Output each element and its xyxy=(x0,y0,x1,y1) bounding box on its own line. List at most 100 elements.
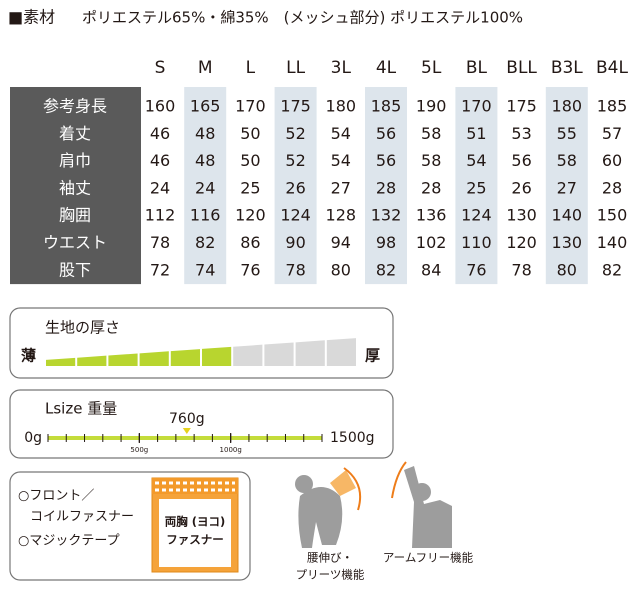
column-header: L xyxy=(246,58,256,78)
cell: 170 xyxy=(461,97,492,116)
label-column xyxy=(10,87,141,285)
column-header: 5L xyxy=(421,58,442,78)
cell: 26 xyxy=(285,178,305,197)
cell: 175 xyxy=(280,97,311,116)
icon-body xyxy=(298,487,343,548)
pocket-label-bg xyxy=(159,499,231,567)
cell: 58 xyxy=(421,124,441,143)
cell: 58 xyxy=(421,151,441,170)
pocket-illustration xyxy=(151,477,239,573)
tick-label: 1000g xyxy=(220,446,242,454)
cell: 120 xyxy=(506,233,537,252)
cell: 52 xyxy=(285,151,305,170)
row-label: 着丈 xyxy=(59,124,91,143)
cell: 46 xyxy=(150,151,170,170)
stretch-icon xyxy=(295,467,362,548)
cell: 60 xyxy=(602,151,622,170)
stretch-caption: 腰伸び・ xyxy=(307,551,353,565)
features-box xyxy=(9,471,251,581)
thickness-segment xyxy=(139,351,169,366)
cell: 124 xyxy=(280,206,311,225)
closure-line: ○マジックテープ xyxy=(18,534,120,549)
column-shade xyxy=(184,87,227,285)
thickness-segment xyxy=(108,353,138,366)
cell: 50 xyxy=(240,151,260,170)
closure-line: コイルファスナー xyxy=(30,510,134,525)
cell: 124 xyxy=(461,206,492,225)
column-shade xyxy=(365,87,407,285)
icon-body xyxy=(404,466,452,548)
cell: 86 xyxy=(240,233,260,252)
icon-pleat xyxy=(330,470,356,496)
column-shade xyxy=(545,87,588,285)
cell: 25 xyxy=(240,178,260,197)
weight-title: Lsize 重量 xyxy=(45,400,117,418)
cell: 56 xyxy=(511,151,531,170)
cell: 90 xyxy=(285,233,305,252)
column-header: S xyxy=(155,58,166,78)
weight-min-label: 0g xyxy=(24,430,42,446)
thick-label: 厚 xyxy=(365,347,380,365)
cell: 165 xyxy=(190,97,221,116)
row-label: ウエスト xyxy=(43,233,107,252)
column-header: 3L xyxy=(331,58,352,78)
cell: 58 xyxy=(557,151,577,170)
cell: 94 xyxy=(331,233,351,252)
cell: 51 xyxy=(466,124,486,143)
icon-arrow xyxy=(391,461,407,499)
cell: 112 xyxy=(145,206,176,225)
cell: 26 xyxy=(511,178,531,197)
cell: 120 xyxy=(235,206,266,225)
pocket-line: ファスナー xyxy=(166,533,224,547)
cell: 24 xyxy=(150,178,170,197)
cell: 185 xyxy=(597,97,628,116)
closure-line: ○フロント／ xyxy=(18,489,94,504)
cell: 27 xyxy=(331,178,351,197)
cell: 54 xyxy=(331,151,351,170)
cell: 54 xyxy=(466,151,486,170)
weight-marker xyxy=(182,428,191,434)
weight-box xyxy=(9,389,394,459)
cell: 98 xyxy=(376,233,396,252)
column-header: 4L xyxy=(376,58,397,78)
tick-label: 500g xyxy=(130,446,148,454)
stretch-caption: プリーツ機能 xyxy=(296,568,365,582)
weight-value-label: 760g xyxy=(169,411,205,427)
cell: 160 xyxy=(145,97,176,116)
cell: 28 xyxy=(602,178,622,197)
cell: 82 xyxy=(376,260,396,279)
cell: 48 xyxy=(195,124,215,143)
pocket-line: 両胸 (ヨコ) xyxy=(165,515,226,529)
cell: 78 xyxy=(285,260,305,279)
armfree-icon xyxy=(391,461,452,548)
cell: 82 xyxy=(602,260,622,279)
cell: 180 xyxy=(326,97,357,116)
row-label: 股下 xyxy=(59,260,91,279)
column-header: M xyxy=(198,58,213,78)
cell: 140 xyxy=(552,206,583,225)
cell: 128 xyxy=(326,206,357,225)
cell: 53 xyxy=(511,124,531,143)
cell: 46 xyxy=(150,124,170,143)
column-shade xyxy=(274,87,317,285)
cell: 82 xyxy=(195,233,215,252)
cell: 150 xyxy=(597,206,628,225)
cell: 56 xyxy=(376,151,396,170)
column-header: B4L xyxy=(596,58,628,78)
cell: 27 xyxy=(557,178,577,197)
column-header: BL xyxy=(466,58,488,78)
cell: 57 xyxy=(602,124,622,143)
cell: 136 xyxy=(416,206,447,225)
cell: 175 xyxy=(506,97,537,116)
armfree-caption: アームフリー機能 xyxy=(383,551,474,565)
thin-label: 薄 xyxy=(21,347,36,365)
row-label: 参考身長 xyxy=(43,97,107,116)
cell: 50 xyxy=(240,124,260,143)
thickness-title: 生地の厚さ xyxy=(45,319,120,337)
cell: 78 xyxy=(511,260,531,279)
cell: 130 xyxy=(552,233,583,252)
material-label: ■素材 xyxy=(8,8,55,27)
column-header: B3L xyxy=(551,58,583,78)
cell: 102 xyxy=(416,233,447,252)
